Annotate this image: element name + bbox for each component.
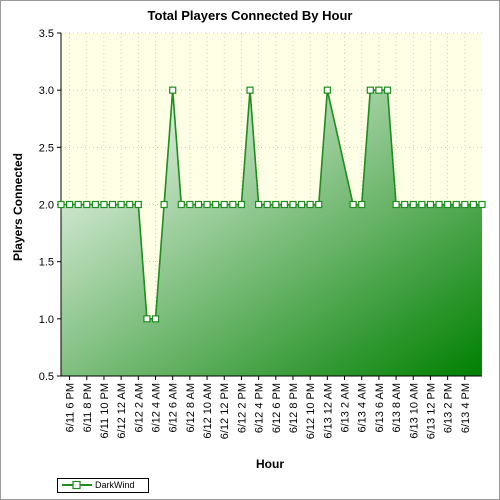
data-point [108, 200, 117, 209]
data-point [160, 200, 168, 209]
data-point [126, 200, 134, 209]
data-point [237, 200, 246, 209]
y-axis: 0.5 1.0 1.5 2.0 2.5 3.0 3.5 [39, 28, 61, 383]
x-tick-label: 6/13 10 AM [408, 383, 420, 439]
x-tick-label: 6/12 10 AM [202, 383, 214, 439]
x-tick-label: 6/13 2 PM [443, 383, 455, 433]
data-point [100, 200, 108, 209]
x-tick-label: 6/12 8 PM [288, 383, 300, 433]
x-tick-label: 6/13 4 AM [357, 383, 369, 433]
x-axis-title: Hour [256, 457, 284, 471]
data-point [169, 86, 177, 94]
x-tick-label: 6/12 8 AM [185, 383, 197, 433]
data-point [452, 200, 460, 209]
x-tick-label: 6/12 12 AM [116, 383, 128, 439]
data-point [220, 200, 228, 209]
data-point [366, 86, 374, 94]
data-point [212, 200, 220, 209]
data-point [91, 200, 99, 209]
data-point [478, 200, 486, 209]
data-point [383, 86, 392, 94]
data-point [461, 200, 469, 209]
series-area [61, 90, 482, 377]
data-point [65, 200, 74, 209]
data-point [426, 200, 435, 209]
data-point [151, 315, 160, 323]
data-point [375, 86, 383, 94]
data-point [444, 200, 452, 209]
data-point [469, 200, 478, 209]
data-point [177, 200, 185, 209]
data-point [280, 200, 288, 209]
x-axis: 6/11 6 PM 6/11 8 PM 6/11 10 PM 6/12 12 AM 6/… [65, 376, 472, 439]
x-tick-label: 6/12 6 AM [168, 383, 180, 433]
data-point [57, 200, 65, 209]
data-point [435, 200, 443, 209]
data-point [315, 200, 323, 209]
y-tick-label: 2.5 [39, 142, 54, 154]
y-tick-label: 0.5 [39, 371, 54, 383]
x-tick-label: 6/12 2 PM [236, 383, 248, 433]
x-tick-label: 6/12 10 PM [305, 383, 317, 439]
data-point [117, 200, 125, 209]
data-point [83, 200, 91, 209]
data-point [186, 200, 194, 209]
data-point [74, 200, 82, 209]
data-point [255, 200, 263, 209]
x-tick-label: 6/13 4 PM [460, 383, 472, 433]
x-tick-label: 6/11 8 PM [82, 383, 94, 432]
data-point [349, 200, 357, 209]
data-point [246, 86, 254, 94]
data-point [392, 200, 400, 209]
data-point [134, 200, 142, 209]
x-tick-label: 6/13 8 AM [391, 383, 403, 433]
y-tick-label: 1.0 [39, 314, 54, 326]
data-point [358, 200, 366, 209]
data-point [323, 86, 331, 94]
data-point [297, 200, 306, 209]
chart-title: Total Players Connected By Hour [147, 8, 353, 23]
x-tick-label: 6/11 10 PM [99, 383, 111, 438]
data-point [203, 200, 211, 209]
data-markers [57, 86, 486, 323]
y-tick-label: 3.5 [39, 28, 54, 40]
x-tick-label: 6/13 6 AM [374, 383, 386, 433]
x-tick-label: 6/12 4 PM [254, 383, 266, 433]
data-point [263, 200, 271, 209]
legend: DarkWind [57, 478, 149, 493]
y-tick-label: 3.0 [39, 85, 54, 97]
y-tick-label: 1.5 [39, 257, 54, 269]
x-tick-label: 6/13 2 AM [340, 383, 352, 433]
x-tick-label: 6/12 2 AM [133, 383, 145, 433]
x-tick-label: 6/13 12 PM [425, 383, 437, 439]
data-point [272, 200, 280, 209]
legend-swatch [62, 480, 92, 490]
x-tick-label: 6/12 4 AM [151, 383, 163, 433]
x-tick-label: 6/12 12 PM [219, 383, 231, 439]
legend-label: DarkWind [95, 480, 135, 490]
data-point [229, 200, 237, 209]
data-point [409, 200, 417, 209]
data-point [289, 200, 297, 209]
x-tick-label: 6/11 6 PM [65, 383, 77, 432]
data-point [306, 200, 314, 209]
data-point [143, 315, 151, 323]
data-point [401, 200, 409, 209]
data-point [194, 200, 203, 209]
x-tick-label: 6/13 12 AM [322, 383, 334, 439]
x-tick-label: 6/12 6 PM [271, 383, 283, 433]
data-point [418, 200, 426, 209]
y-tick-label: 2.0 [39, 200, 54, 212]
